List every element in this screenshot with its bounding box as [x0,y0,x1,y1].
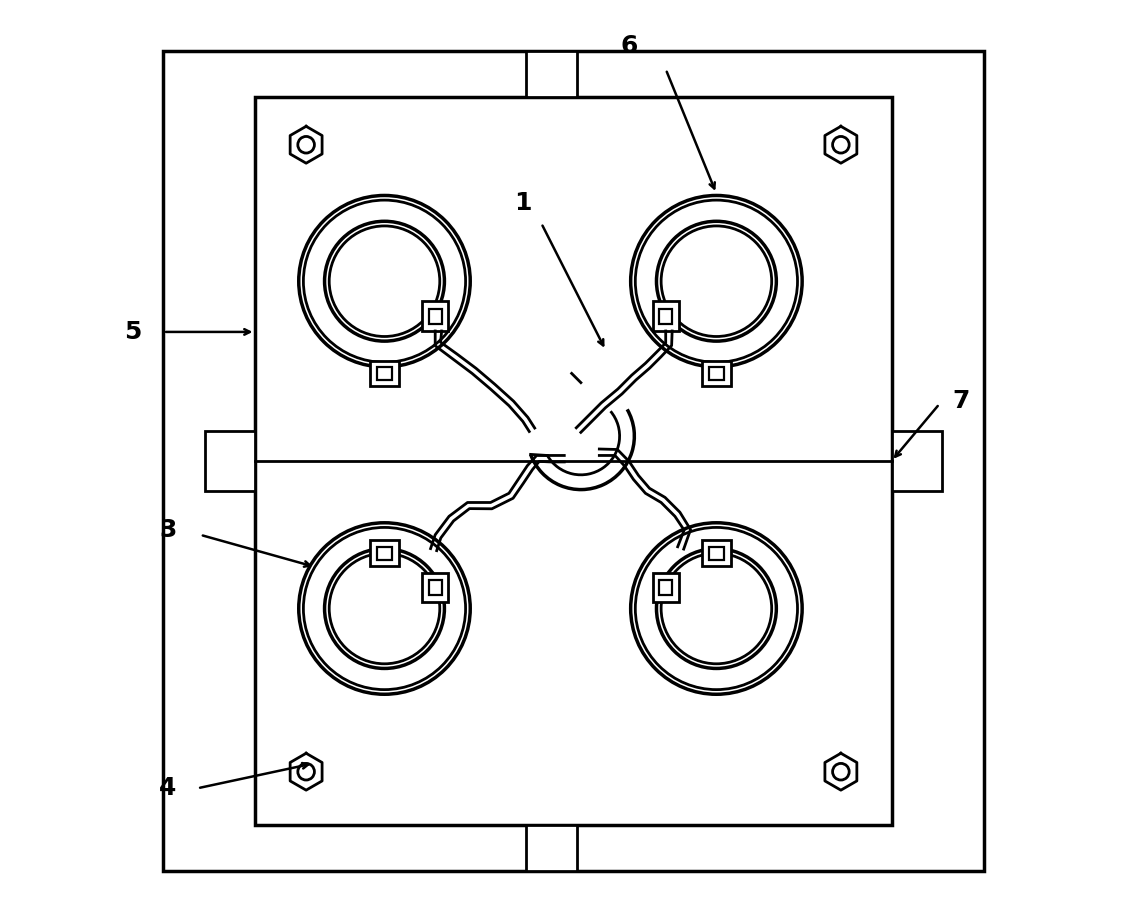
Bar [709,367,724,380]
Bar [163,51,984,871]
Text: 4: 4 [159,776,177,800]
Text: 3: 3 [159,518,177,542]
Text: 6: 6 [621,34,638,58]
Bar [377,547,392,560]
Bar [422,301,448,331]
Bar [653,573,679,602]
Bar [369,361,399,386]
Bar [702,361,731,386]
Bar [891,431,943,491]
Bar [369,540,399,566]
Bar [429,580,442,595]
Bar [256,97,891,825]
Bar [702,540,731,566]
Bar [525,51,577,97]
Bar [204,431,256,491]
Text: 5: 5 [124,320,141,344]
Bar [660,580,672,595]
Bar [653,301,679,331]
Text: 1: 1 [514,191,531,215]
Bar [709,547,724,560]
Bar [377,367,392,380]
Bar [429,309,442,324]
Bar [525,825,577,871]
Bar [422,573,448,602]
Text: 7: 7 [952,389,969,413]
Bar [660,309,672,324]
